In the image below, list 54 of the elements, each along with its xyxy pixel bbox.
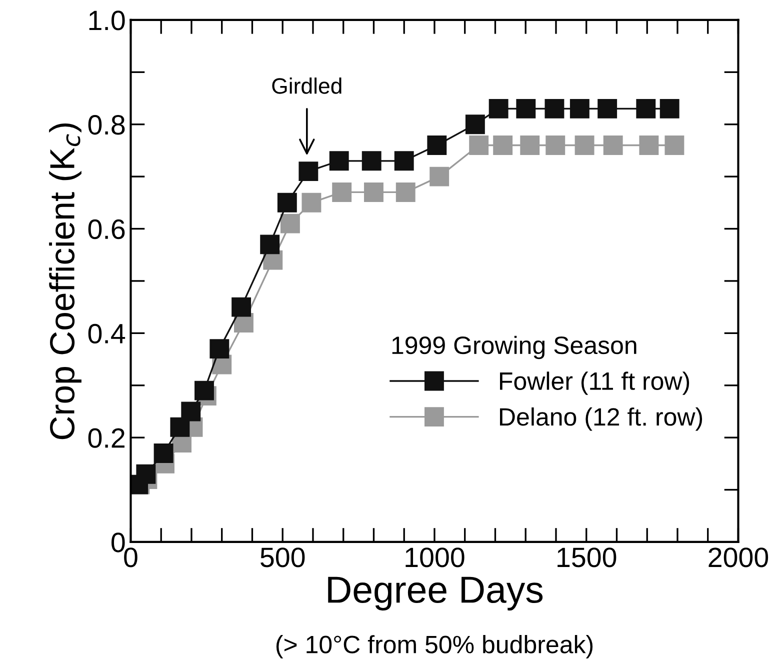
point: [232, 297, 252, 317]
point: [394, 151, 414, 171]
annotation: Girdled: [272, 78, 342, 94]
point: [277, 192, 297, 212]
legend-label: Delano (12 ft. row): [500, 407, 702, 431]
point: [298, 162, 318, 182]
point: [469, 136, 489, 155]
y-tick-label: 1.0: [89, 10, 125, 30]
point: [194, 380, 214, 400]
point: [329, 151, 349, 171]
point: [210, 339, 230, 359]
point: [664, 136, 684, 155]
point: [598, 98, 618, 118]
point: [639, 136, 659, 155]
point: [430, 166, 450, 186]
legend-label: Fowler (11 ft row): [500, 372, 690, 395]
point: [570, 98, 590, 118]
point: [493, 136, 513, 155]
point: [544, 98, 564, 118]
y-tick-label: 0.2: [88, 428, 124, 448]
point: [660, 98, 680, 118]
point: [364, 182, 384, 202]
point: [362, 151, 382, 171]
point: [427, 136, 447, 155]
point: [332, 182, 352, 202]
y-axis-title: Crop Coefficient (K$_{c}$): [49, 123, 82, 440]
x-tick-label: 0: [124, 548, 138, 568]
x-tick-label: 500: [260, 548, 305, 568]
point: [465, 114, 485, 134]
point: [170, 417, 190, 437]
text: (> 10°C from 50% budbreak): [276, 635, 593, 658]
y-tick-label: 0.8: [88, 115, 125, 135]
point: [516, 98, 536, 118]
point: [136, 464, 156, 484]
point: [546, 136, 566, 155]
point: [574, 136, 594, 155]
x-tick-label: 2000: [708, 548, 768, 568]
point: [154, 444, 174, 463]
point: [302, 192, 322, 212]
point: [280, 214, 300, 234]
point: [396, 182, 416, 202]
point: [260, 234, 280, 254]
x-tick-label: 1000: [406, 548, 464, 568]
point: [488, 98, 508, 118]
y-tick-label: 0.4: [88, 324, 126, 344]
point: [181, 402, 201, 422]
y-tick-label: 0: [112, 532, 125, 552]
x-tick-label: 1500: [558, 548, 616, 568]
y-tick-label: 0.6: [88, 219, 125, 240]
point: [520, 136, 540, 155]
x-axis-title: Degree Days: [328, 576, 543, 610]
point: [636, 98, 656, 118]
point: [603, 136, 623, 155]
legend-title: 1999 Growing Season: [392, 336, 636, 360]
